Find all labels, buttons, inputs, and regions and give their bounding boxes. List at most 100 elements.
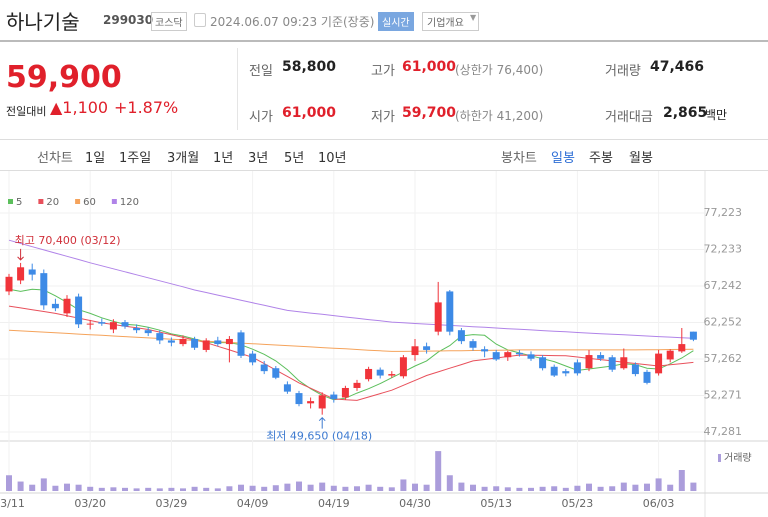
chart: 47,281 52,271 57,262 62,252 67,242 72,233 77,2… [0, 171, 768, 517]
icon [194, 13, 206, 27]
volume-bar [296, 481, 302, 491]
tab[interactable]: 봉차트 [501, 151, 537, 166]
candle-body [353, 382, 361, 388]
tab[interactable]: 월봉 [629, 151, 653, 166]
candle-body [388, 374, 396, 376]
candle-body [341, 387, 349, 398]
volume-bar [40, 478, 47, 491]
candle-body [121, 322, 129, 327]
candle-body [689, 331, 697, 340]
stock-name: 하나기술 [6, 10, 80, 34]
candle-body [504, 352, 512, 358]
volume-bar [133, 488, 140, 491]
volume-bar [87, 486, 94, 491]
volume-bar [145, 487, 152, 491]
candle-body [133, 328, 141, 331]
change-pct: +1.87% [114, 98, 179, 117]
x-tick-label: 04/19 [318, 497, 350, 510]
volume-bar [446, 475, 453, 491]
tab[interactable]: 10년 [318, 151, 347, 166]
candle-body [283, 384, 291, 392]
y-tick-label: 57,262 [704, 352, 743, 365]
x-tick-label: 05/23 [562, 497, 594, 510]
realtime-button[interactable]: 실시간 [378, 12, 414, 31]
divider [237, 48, 238, 130]
candle-body [597, 355, 605, 359]
x-tick-label: 04/09 [237, 497, 269, 510]
volume-bar [435, 451, 442, 491]
tab[interactable]: 주봉 [589, 151, 613, 166]
candle-body [63, 298, 71, 314]
candle-body [318, 395, 326, 409]
volume-bar [272, 485, 279, 491]
quote-label: 거래대금 [605, 110, 653, 125]
tab[interactable]: 3개월 [167, 151, 200, 166]
x-tick-label: 06/03 [643, 497, 675, 510]
candle-body [40, 273, 48, 306]
candle-body [446, 291, 454, 332]
candle-body [666, 350, 674, 360]
candle-body [469, 341, 477, 348]
candle-body [86, 323, 94, 325]
volume-bar [319, 482, 326, 491]
quote-value: 59,700 [402, 105, 457, 121]
volume-bar [98, 487, 105, 491]
volume-bar [330, 485, 337, 491]
volume-legend: 거래량 [724, 452, 752, 464]
volume-bar [609, 486, 616, 491]
y-tick-label: 62,252 [704, 316, 743, 329]
candle-body [17, 267, 25, 281]
low-annotation: 최저 49,650 (04/18) [266, 430, 372, 443]
dropdown-arrow: ▼ [470, 13, 477, 22]
volume-bar [655, 478, 662, 491]
quote-note: (하한가 41,200) [455, 109, 544, 123]
volume-bar [423, 484, 430, 491]
quote-label: 거래량 [605, 64, 641, 79]
current-price: 59,900 [6, 60, 122, 95]
y-tick-label: 72,233 [704, 242, 743, 255]
volume-bar [110, 487, 117, 491]
volume-bar [307, 484, 314, 491]
volume-bar [412, 483, 418, 491]
candle-body [51, 303, 59, 309]
candle-body [249, 353, 257, 363]
tab[interactable]: 3년 [248, 151, 269, 166]
candle-body [144, 330, 152, 334]
volume-bar [354, 486, 360, 491]
tab[interactable]: 선차트 [37, 151, 73, 166]
tab[interactable]: 1일 [85, 151, 106, 166]
annotation-arrow [17, 248, 24, 261]
y-tick-label: 67,242 [704, 279, 743, 292]
volume-bar [620, 482, 627, 491]
volume-bar [632, 484, 639, 491]
volume-bar [64, 483, 70, 491]
candle-body [678, 344, 686, 352]
volume-bar [261, 486, 268, 491]
candle-body [492, 352, 500, 360]
header: 하나기술 299030 코스닥 2024.06.07 09:23 기준(장중) … [0, 0, 768, 42]
volume-bar [238, 484, 244, 491]
tab-active[interactable]: 일봉 [551, 151, 575, 166]
candle-body [330, 394, 338, 399]
company-dropdown[interactable]: 기업개요 [422, 12, 479, 31]
candle-body [75, 296, 83, 325]
legend-label: 5 [16, 197, 22, 208]
tab[interactable]: 1주일 [119, 151, 152, 166]
legend-label: 120 [120, 197, 139, 208]
candle-body [585, 355, 593, 369]
tab[interactable]: 1년 [213, 151, 234, 166]
quote-value: 61,000 [402, 59, 457, 75]
volume-bar [667, 484, 674, 491]
legend-swatch [8, 199, 13, 204]
candle-body [167, 340, 175, 343]
ma-line [8, 288, 694, 401]
volume-bar [75, 484, 82, 491]
volume-bar [203, 487, 210, 491]
candle-body [527, 354, 535, 359]
candle-body [307, 401, 315, 404]
tab[interactable]: 5년 [284, 151, 305, 166]
candle-body [179, 338, 187, 345]
volume-bar [678, 470, 685, 491]
candle-body [272, 368, 280, 378]
